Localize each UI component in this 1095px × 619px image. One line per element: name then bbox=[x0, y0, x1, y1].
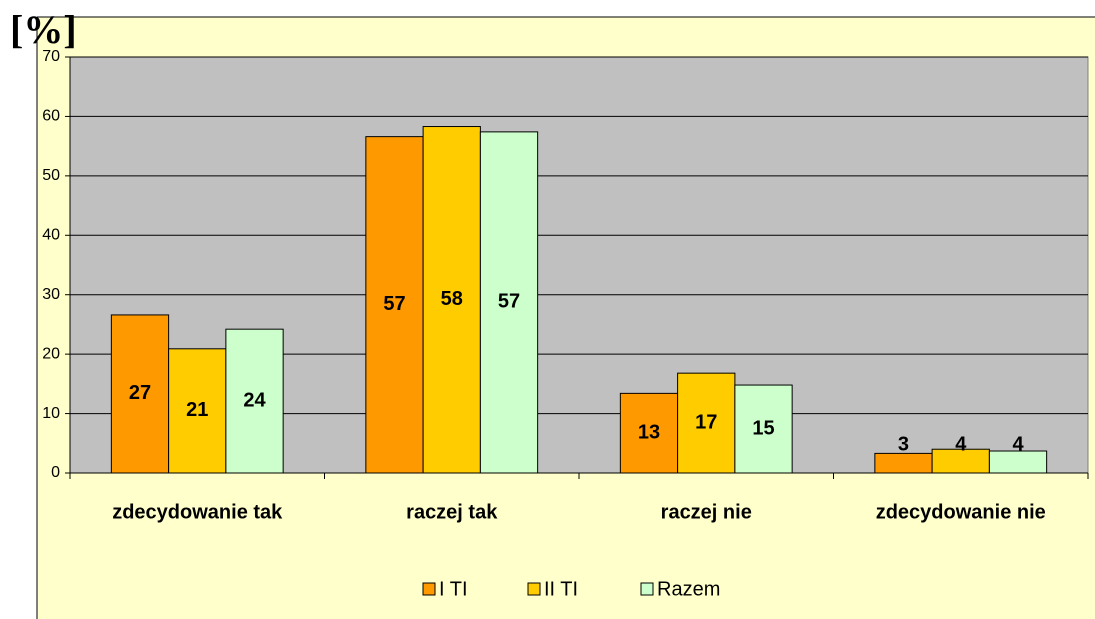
y-tick-label: 30 bbox=[42, 286, 60, 303]
legend-swatch bbox=[640, 582, 654, 596]
x-tick-label: raczej nie bbox=[661, 501, 752, 523]
y-tick-label: 70 bbox=[42, 48, 60, 65]
bar bbox=[479, 131, 539, 474]
y-tick-label: 10 bbox=[42, 405, 60, 422]
bar bbox=[110, 314, 170, 474]
legend-swatch bbox=[527, 582, 541, 596]
bar bbox=[619, 392, 679, 474]
legend-label: Razem bbox=[657, 578, 720, 600]
data-label: 4 bbox=[1012, 433, 1024, 455]
y-tick-label: 40 bbox=[42, 227, 60, 244]
x-tick-label: zdecydowanie tak bbox=[112, 501, 283, 523]
data-label: 21 bbox=[186, 399, 208, 421]
x-tick-label: raczej tak bbox=[406, 501, 498, 523]
data-label: 15 bbox=[752, 417, 774, 439]
data-label: 27 bbox=[129, 382, 151, 404]
bar bbox=[225, 328, 284, 474]
legend-label: I TI bbox=[439, 578, 468, 600]
bar bbox=[168, 348, 227, 474]
bar bbox=[874, 452, 933, 474]
bar bbox=[734, 384, 793, 474]
data-label: 4 bbox=[955, 433, 967, 455]
y-tick-label: 0 bbox=[51, 464, 60, 481]
legend-label: II TI bbox=[544, 578, 578, 600]
y-tick-label: 50 bbox=[42, 167, 60, 184]
data-label: 3 bbox=[898, 433, 909, 455]
data-label: 57 bbox=[383, 293, 405, 315]
data-label: 13 bbox=[638, 421, 660, 443]
x-tick-label: zdecydowanie nie bbox=[876, 501, 1046, 523]
data-label: 58 bbox=[441, 288, 463, 310]
bar bbox=[422, 126, 481, 474]
bar bbox=[677, 372, 736, 474]
data-label: 57 bbox=[498, 291, 520, 313]
y-tick-label: 20 bbox=[42, 345, 60, 362]
y-tick-label: 60 bbox=[42, 108, 60, 125]
data-label: 24 bbox=[243, 389, 266, 411]
bar bbox=[365, 136, 424, 474]
bar bbox=[988, 450, 1048, 474]
legend-swatch bbox=[422, 582, 436, 596]
data-label: 17 bbox=[695, 411, 717, 433]
chart-title: [%] bbox=[10, 7, 77, 52]
